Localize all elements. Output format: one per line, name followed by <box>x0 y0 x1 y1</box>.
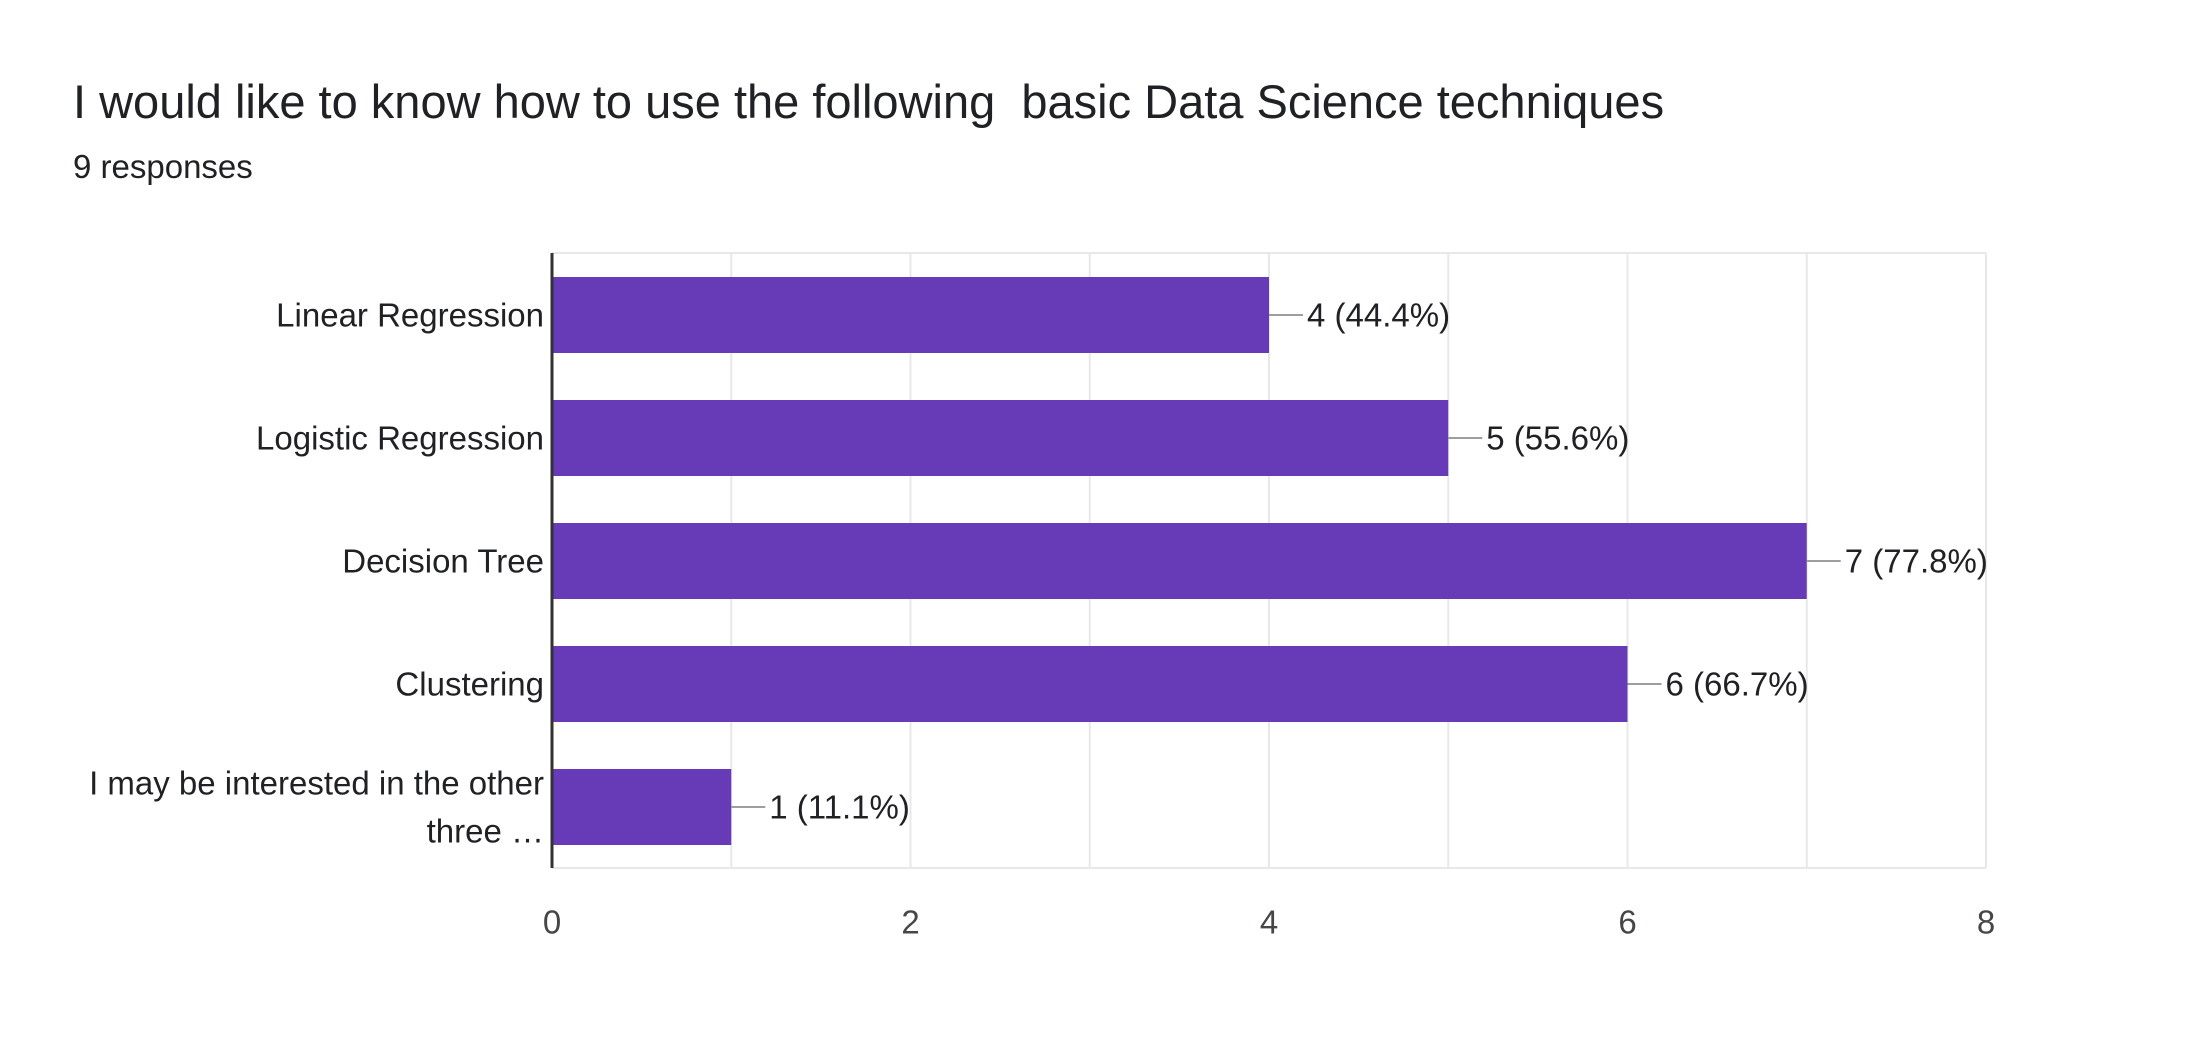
response-count: 9 responses <box>73 148 253 185</box>
chart-title: I would like to know how to use the foll… <box>73 75 1665 128</box>
x-tick-label: 6 <box>1618 904 1636 941</box>
category-label: Logistic Regression <box>256 420 544 457</box>
data-label: 5 (55.6%) <box>1486 420 1629 457</box>
bar <box>552 769 732 845</box>
category-label: Decision Tree <box>342 543 544 580</box>
bar <box>552 277 1269 353</box>
bars <box>552 277 1807 845</box>
grid-lines <box>551 252 1987 869</box>
x-tick-label: 2 <box>901 904 919 941</box>
bar <box>552 400 1449 476</box>
x-tick-label: 0 <box>543 904 561 941</box>
labels: 4 (44.4%) Linear Regression 5 (55.6%) Logis… <box>89 297 1995 941</box>
category-label: I may be interested in the other <box>89 765 544 802</box>
data-label: 7 (77.8%) <box>1845 543 1988 580</box>
category-label: Clustering <box>395 666 544 703</box>
data-label: 6 (66.7%) <box>1666 666 1809 703</box>
category-label: Linear Regression <box>276 297 544 334</box>
bar <box>552 646 1628 722</box>
data-label: 4 (44.4%) <box>1307 297 1450 334</box>
data-label: 1 (11.1%) <box>769 789 910 826</box>
bar <box>552 523 1807 599</box>
x-tick-label: 4 <box>1260 904 1278 941</box>
category-label: three … <box>427 813 544 850</box>
x-tick-label: 8 <box>1977 904 1995 941</box>
